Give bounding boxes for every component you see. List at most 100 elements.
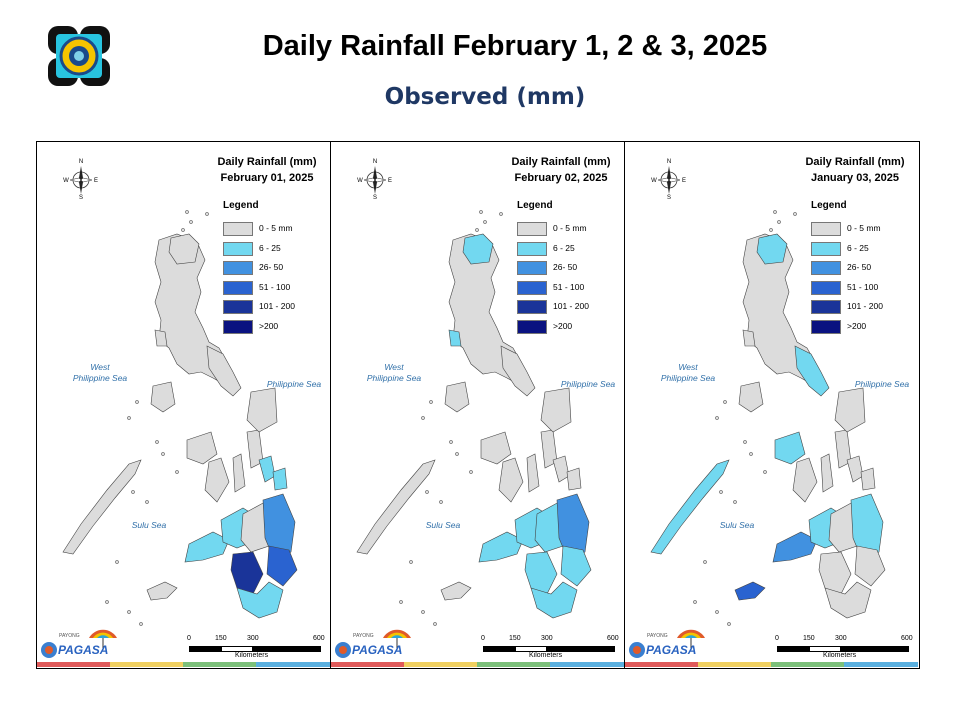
province-panay <box>186 431 218 465</box>
small-island <box>749 452 753 456</box>
scale-tick: 150 <box>509 635 521 642</box>
scale-tick: 0 <box>481 635 485 642</box>
small-island <box>399 600 403 604</box>
color-strip <box>404 662 477 667</box>
panel-header-title: Daily Rainfall (mm) <box>217 156 317 168</box>
small-island <box>743 440 747 444</box>
province-negros <box>792 457 818 503</box>
small-island <box>479 210 483 214</box>
scale-unit: Kilometers <box>529 652 563 659</box>
small-island <box>105 600 109 604</box>
philippines-map <box>356 210 592 626</box>
small-island <box>433 622 437 626</box>
small-island <box>421 610 425 614</box>
scale-unit: Kilometers <box>823 652 857 659</box>
color-strip <box>698 662 771 667</box>
province-cotabato <box>230 551 264 595</box>
legend-label: 101 - 200 <box>259 301 295 311</box>
province-mindanao_east <box>850 493 884 563</box>
small-island <box>181 228 185 232</box>
compass-w: W <box>651 178 657 184</box>
province-palawan <box>356 459 436 555</box>
province-panay <box>480 431 512 465</box>
small-island <box>439 500 443 504</box>
sea-label-sulu: Sulu Sea <box>131 520 167 530</box>
small-island <box>763 470 767 474</box>
compass-s: S <box>373 195 377 200</box>
province-sulu <box>146 581 178 601</box>
panel-header-date: February 01, 2025 <box>220 172 314 184</box>
small-island <box>115 560 119 564</box>
compass-e: E <box>388 178 392 184</box>
legend-swatch <box>517 241 547 256</box>
pagasa-tagline: PAYONG <box>59 633 80 639</box>
compass-n: N <box>373 159 377 165</box>
province-negros <box>498 457 524 503</box>
province-cagayan <box>462 233 494 265</box>
small-island <box>409 560 413 564</box>
legend-swatch <box>517 222 547 236</box>
small-island <box>499 212 503 216</box>
small-island <box>475 228 479 232</box>
legend-swatch <box>811 261 841 275</box>
page-subtitle: Observed (mm) <box>384 84 586 110</box>
compass-w: W <box>357 178 363 184</box>
scale-tick: 0 <box>187 635 191 642</box>
province-zamboanga <box>184 531 230 563</box>
compass-rose-icon: N S W E <box>357 159 392 200</box>
legend-label: 26- 50 <box>553 262 578 272</box>
sea-label-sulu: Sulu Sea <box>719 520 755 530</box>
province-bicol <box>206 345 242 397</box>
small-island <box>161 452 165 456</box>
color-strip <box>550 662 624 667</box>
legend-swatch <box>223 222 253 236</box>
province-mindanao_east <box>262 493 296 563</box>
province-cotabato <box>524 551 558 595</box>
province-davao <box>266 545 298 587</box>
color-strip <box>256 662 330 667</box>
small-island <box>135 400 139 404</box>
province-cebu <box>820 453 834 493</box>
legend-title: Legend <box>811 200 847 211</box>
small-island <box>769 228 773 232</box>
philippines-map <box>650 210 886 626</box>
rainfall-map-panel-1: N S W E Daily Rainfall (mm) February 01,… <box>37 142 330 668</box>
compass-s: S <box>79 195 83 200</box>
legend-swatch <box>517 300 547 314</box>
compass-e: E <box>682 178 686 184</box>
small-island <box>131 490 135 494</box>
province-davao <box>854 545 886 587</box>
small-island <box>723 400 727 404</box>
page-title: Daily Rainfall February 1, 2 & 3, 2025 <box>262 30 768 62</box>
small-island <box>155 440 159 444</box>
compass-rose-icon: N S W E <box>63 159 98 200</box>
legend-label: 51 - 100 <box>259 281 291 292</box>
province-cagayan <box>756 233 788 265</box>
small-island <box>773 210 777 214</box>
color-strip <box>625 662 698 667</box>
small-island <box>719 490 723 494</box>
scale-tick: 300 <box>541 635 553 642</box>
province-panay <box>774 431 806 465</box>
small-island <box>455 452 459 456</box>
legend-swatch <box>517 319 547 334</box>
province-mindanao_south <box>530 581 578 619</box>
panel-header-title: Daily Rainfall (mm) <box>805 156 905 168</box>
scale-bar: 0 150 300 600 Kilometers <box>479 635 619 665</box>
scale-tick: 150 <box>803 635 815 642</box>
province-samar <box>834 387 866 433</box>
small-island <box>189 220 193 224</box>
small-island <box>139 622 143 626</box>
province-cotabato <box>818 551 852 595</box>
pagasa-tagline: PAYONG <box>353 633 374 639</box>
province-central_luzon_spot <box>154 329 168 347</box>
sea-label-sulu: Sulu Sea <box>425 520 461 530</box>
legend-swatch <box>223 300 253 314</box>
pagasa-tagline: PAYONG <box>647 633 668 639</box>
province-davao <box>560 545 592 587</box>
legend-swatch <box>811 319 841 334</box>
province-samar_tip <box>566 467 582 491</box>
legend-label: >200 <box>259 320 279 331</box>
scale-tick: 150 <box>215 635 227 642</box>
province-sulu <box>734 581 766 601</box>
